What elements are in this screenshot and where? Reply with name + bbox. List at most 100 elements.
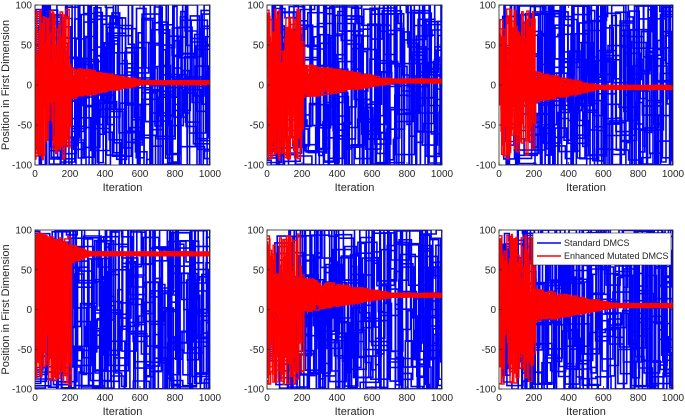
x-tick-label: 200: [294, 169, 311, 180]
x-tick-label: 0: [32, 169, 38, 180]
y-tick-label: 50: [253, 41, 265, 52]
y-tick-label: 50: [485, 265, 497, 276]
y-tick-label: -100: [244, 161, 264, 172]
x-tick-label: 200: [525, 393, 542, 404]
y-tick-label: -100: [476, 385, 496, 396]
y-tick-label: 50: [485, 41, 497, 52]
x-tick-label: 0: [32, 393, 38, 404]
x-tick-label: 200: [62, 393, 79, 404]
subplot-3: 0 200 400 600 800 1000 -100 -50 0 50 100 Iteration: [476, 1, 685, 195]
x-axis-label: Iteration: [566, 406, 606, 416]
y-tick-label: -100: [476, 161, 496, 172]
x-tick-label: 800: [399, 169, 416, 180]
y-tick-label: 100: [247, 1, 264, 12]
standard-dmcs-line: [267, 230, 442, 389]
y-tick-label: -100: [244, 385, 264, 396]
standard-dmcs-line: [35, 17, 210, 165]
y-tick-label: 50: [21, 265, 33, 276]
standard-dmcs-line: [499, 5, 673, 156]
standard-dmcs-line: [35, 230, 210, 389]
standard-dmcs-line: [35, 230, 210, 389]
y-tick-label: -50: [482, 345, 497, 356]
x-axis-label: Iteration: [103, 406, 143, 416]
y-tick-label: 0: [490, 81, 496, 92]
y-tick-label: 0: [26, 81, 32, 92]
y-tick-label: -50: [18, 345, 33, 356]
enhanced-dmcs-line: [499, 266, 673, 385]
standard-dmcs-line: [499, 5, 673, 165]
y-tick-label: -50: [18, 121, 33, 132]
standard-dmcs-line: [499, 230, 673, 389]
standard-dmcs-line: [499, 252, 673, 389]
x-tick-label: 400: [329, 169, 346, 180]
x-tick-label: 800: [630, 169, 647, 180]
x-tick-label: 0: [264, 393, 270, 404]
x-tick-label: 1000: [199, 169, 222, 180]
x-axis-label: Iteration: [566, 182, 606, 194]
standard-dmcs-line: [35, 5, 210, 165]
y-tick-label: 0: [490, 305, 496, 316]
legend: Standard DMCS Enhanced Mutated DMCS: [532, 232, 672, 266]
standard-dmcs-line: [35, 11, 210, 165]
x-tick-label: 600: [364, 169, 381, 180]
subplot-4: 0 200 400 600 800 1000 -100 -50 0 50 100 Iteration P…: [0, 226, 222, 416]
y-tick-label: 100: [247, 226, 264, 237]
standard-dmcs-line: [267, 230, 442, 389]
y-tick-label: -50: [482, 121, 497, 132]
y-tick-label: 50: [253, 265, 265, 276]
legend-label-standard: Standard DMCS: [564, 238, 630, 248]
x-tick-label: 0: [264, 169, 270, 180]
y-tick-label: -50: [250, 345, 265, 356]
x-tick-label: 600: [132, 393, 149, 404]
x-tick-label: 1000: [431, 393, 454, 404]
x-tick-label: 600: [132, 169, 149, 180]
y-tick-label: 0: [258, 305, 264, 316]
subplot-1: 0 200 400 600 800 1000 -100 -50 0 50 100 Iteration P…: [0, 1, 222, 195]
y-axis-label: Position in First Dimension: [0, 244, 12, 374]
x-axis-label: Iteration: [335, 182, 375, 194]
x-tick-label: 200: [525, 169, 542, 180]
y-tick-label: -100: [12, 385, 32, 396]
enhanced-dmcs-line: [35, 239, 210, 381]
x-tick-label: 1000: [662, 393, 685, 404]
standard-dmcs-line: [499, 230, 673, 389]
x-tick-label: 400: [97, 169, 114, 180]
y-tick-label: 0: [258, 81, 264, 92]
x-tick-label: 600: [595, 393, 612, 404]
x-tick-label: 1000: [199, 393, 222, 404]
x-tick-label: 0: [496, 169, 502, 180]
legend-box: [532, 232, 672, 266]
y-tick-label: 100: [15, 1, 32, 12]
y-tick-label: -50: [250, 121, 265, 132]
subplot-5: 0 200 400 600 800 1000 -100 -50 0 50 100 Iteration: [244, 226, 454, 416]
enhanced-dmcs-line: [499, 11, 673, 139]
x-axis-label: Iteration: [335, 406, 375, 416]
legend-label-enhanced: Enhanced Mutated DMCS: [564, 251, 669, 261]
x-tick-label: 0: [496, 393, 502, 404]
y-tick-label: 50: [21, 41, 33, 52]
x-tick-label: 400: [560, 169, 577, 180]
enhanced-dmcs-line: [35, 43, 210, 154]
x-tick-label: 200: [294, 393, 311, 404]
standard-dmcs-line: [499, 230, 673, 389]
standard-dmcs-line: [267, 230, 442, 389]
standard-dmcs-line: [267, 5, 442, 165]
standard-dmcs-line: [499, 5, 673, 165]
standard-dmcs-line: [267, 230, 442, 389]
x-tick-label: 400: [329, 393, 346, 404]
standard-dmcs-line: [499, 230, 673, 389]
x-tick-label: 600: [364, 393, 381, 404]
x-tick-label: 400: [97, 393, 114, 404]
x-tick-label: 800: [167, 393, 184, 404]
standard-dmcs-line: [35, 230, 210, 388]
x-tick-label: 800: [399, 393, 416, 404]
x-tick-label: 800: [167, 169, 184, 180]
standard-dmcs-line: [267, 5, 442, 165]
standard-dmcs-line: [499, 5, 673, 165]
x-tick-label: 1000: [431, 169, 454, 180]
enhanced-dmcs-line: [267, 278, 442, 378]
standard-dmcs-line: [35, 6, 210, 165]
y-tick-label: -100: [12, 161, 32, 172]
y-tick-label: 0: [26, 305, 32, 316]
